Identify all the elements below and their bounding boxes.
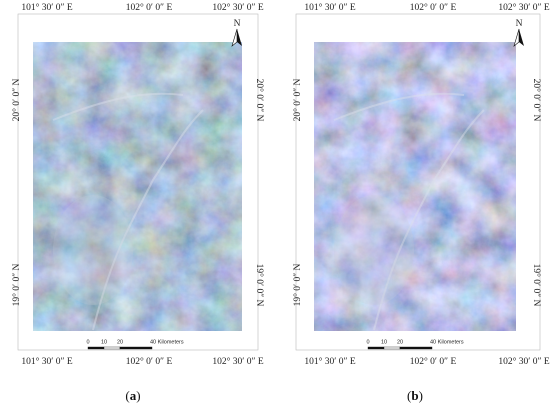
top-coordinate-label: 102° 30′ 0″ E (498, 2, 549, 13)
scale-label: 0 (86, 339, 89, 345)
map-frame (295, 13, 541, 351)
scale-label: 40 Kilometers (150, 339, 184, 345)
image-highlight (334, 195, 414, 305)
top-coordinate-label: 101° 30′ 0″ E (304, 2, 355, 13)
scale-label: 20 (397, 339, 403, 345)
panel-caption: (a) (125, 388, 140, 403)
map-frame (17, 13, 259, 351)
left-coordinate-label: 20° 0′ 0″ N (292, 78, 303, 121)
panel-caption: (b) (407, 388, 423, 403)
scale-bar-segment (103, 346, 121, 350)
scale-label: 40 Kilometers (430, 339, 464, 345)
map-panel: 101° 30′ 0″ E 101° 30′ 0″ E 102° 0′ 0″ E 10… (11, 2, 265, 403)
scale-bar-segment (383, 346, 401, 350)
top-coordinate-label: 102° 30′ 0″ E (212, 2, 263, 13)
north-arrow (237, 29, 242, 46)
right-coordinate-label: 20° 0′ 0″ N (531, 79, 542, 122)
top-coordinate-label: 102° 0′ 0″ E (126, 2, 173, 13)
image-highlight (53, 195, 133, 305)
scale-label: 10 (101, 339, 107, 345)
north-arrow-outline (513, 28, 520, 47)
caption-open: ( (407, 388, 411, 403)
scale-bar-segment (87, 346, 105, 350)
right-coordinate-label: 19° 0′ 0″ N (531, 264, 542, 307)
scale-label: 20 (117, 339, 123, 345)
left-coordinate-label: 20° 0′ 0″ N (11, 78, 22, 121)
caption-close: ) (136, 388, 140, 403)
top-coordinate-label: 101° 30′ 0″ E (21, 2, 72, 13)
satellite-image (314, 42, 516, 331)
scale-bar-segment (367, 346, 385, 350)
left-coordinate-label: 19° 0′ 0″ N (11, 263, 22, 306)
north-label: N (234, 19, 241, 29)
bottom-coordinate-label: 102° 0′ 0″ E (410, 356, 457, 367)
north-arrow-outline (231, 28, 238, 47)
scale-label: 0 (366, 339, 369, 345)
caption-letter: a (130, 388, 137, 403)
scale-bar-segment (119, 346, 153, 350)
bottom-coordinate-label: 101° 30′ 0″ E (21, 356, 72, 367)
right-coordinate-label: 20° 0′ 0″ N (254, 79, 265, 122)
caption-letter: b (411, 388, 418, 403)
right-coordinate-label: 19° 0′ 0″ N (254, 264, 265, 307)
caption-open: ( (125, 388, 129, 403)
satellite-image (33, 42, 242, 331)
north-label: N (516, 19, 523, 29)
top-coordinate-label: 102° 0′ 0″ E (410, 2, 457, 13)
bottom-coordinate-label: 102° 30′ 0″ E (212, 356, 263, 367)
scale-bar-segment (399, 346, 433, 350)
image-streak (333, 92, 485, 331)
bottom-coordinate-label: 101° 30′ 0″ E (304, 356, 355, 367)
scale-label: 10 (381, 339, 387, 345)
north-arrow (519, 29, 524, 46)
bottom-coordinate-label: 102° 30′ 0″ E (498, 356, 549, 367)
caption-close: ) (419, 388, 423, 403)
left-coordinate-label: 19° 0′ 0″ N (292, 263, 303, 306)
bottom-coordinate-label: 102° 0′ 0″ E (126, 356, 173, 367)
image-streak (52, 92, 204, 331)
map-panel: 101° 30′ 0″ E 101° 30′ 0″ E 102° 0′ 0″ E 10… (292, 2, 550, 403)
